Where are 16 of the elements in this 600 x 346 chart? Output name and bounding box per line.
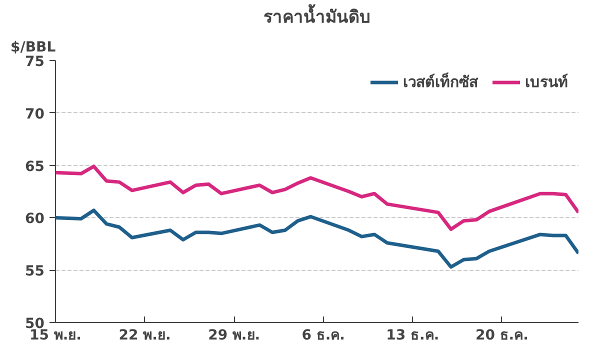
y-axis-title: $/BBL — [10, 40, 56, 56]
legend-label: เวสต์เท็กซัส — [403, 72, 478, 93]
y-tick-label: 55 — [25, 264, 44, 280]
y-tick-label: 65 — [25, 158, 44, 175]
y-tick-label: 60 — [25, 211, 45, 228]
line-series — [56, 164, 578, 231]
x-tick-label: 13 ธ.ค. — [386, 328, 440, 344]
x-tick-label: 20 ธ.ค. — [475, 328, 528, 344]
chart-title: ราคาน้ำมันดิบ — [264, 4, 370, 28]
line-series — [56, 208, 578, 269]
y-tick-label: 70 — [25, 106, 45, 122]
legend-label: เบรนท์ — [525, 72, 568, 93]
y-tick-label: 75 — [25, 54, 44, 70]
x-tick-label: 6 ธ.ค. — [302, 328, 346, 344]
x-tick-label: 29 พ.ย. — [208, 328, 260, 344]
x-tick-label: 22 พ.ย. — [118, 328, 171, 344]
